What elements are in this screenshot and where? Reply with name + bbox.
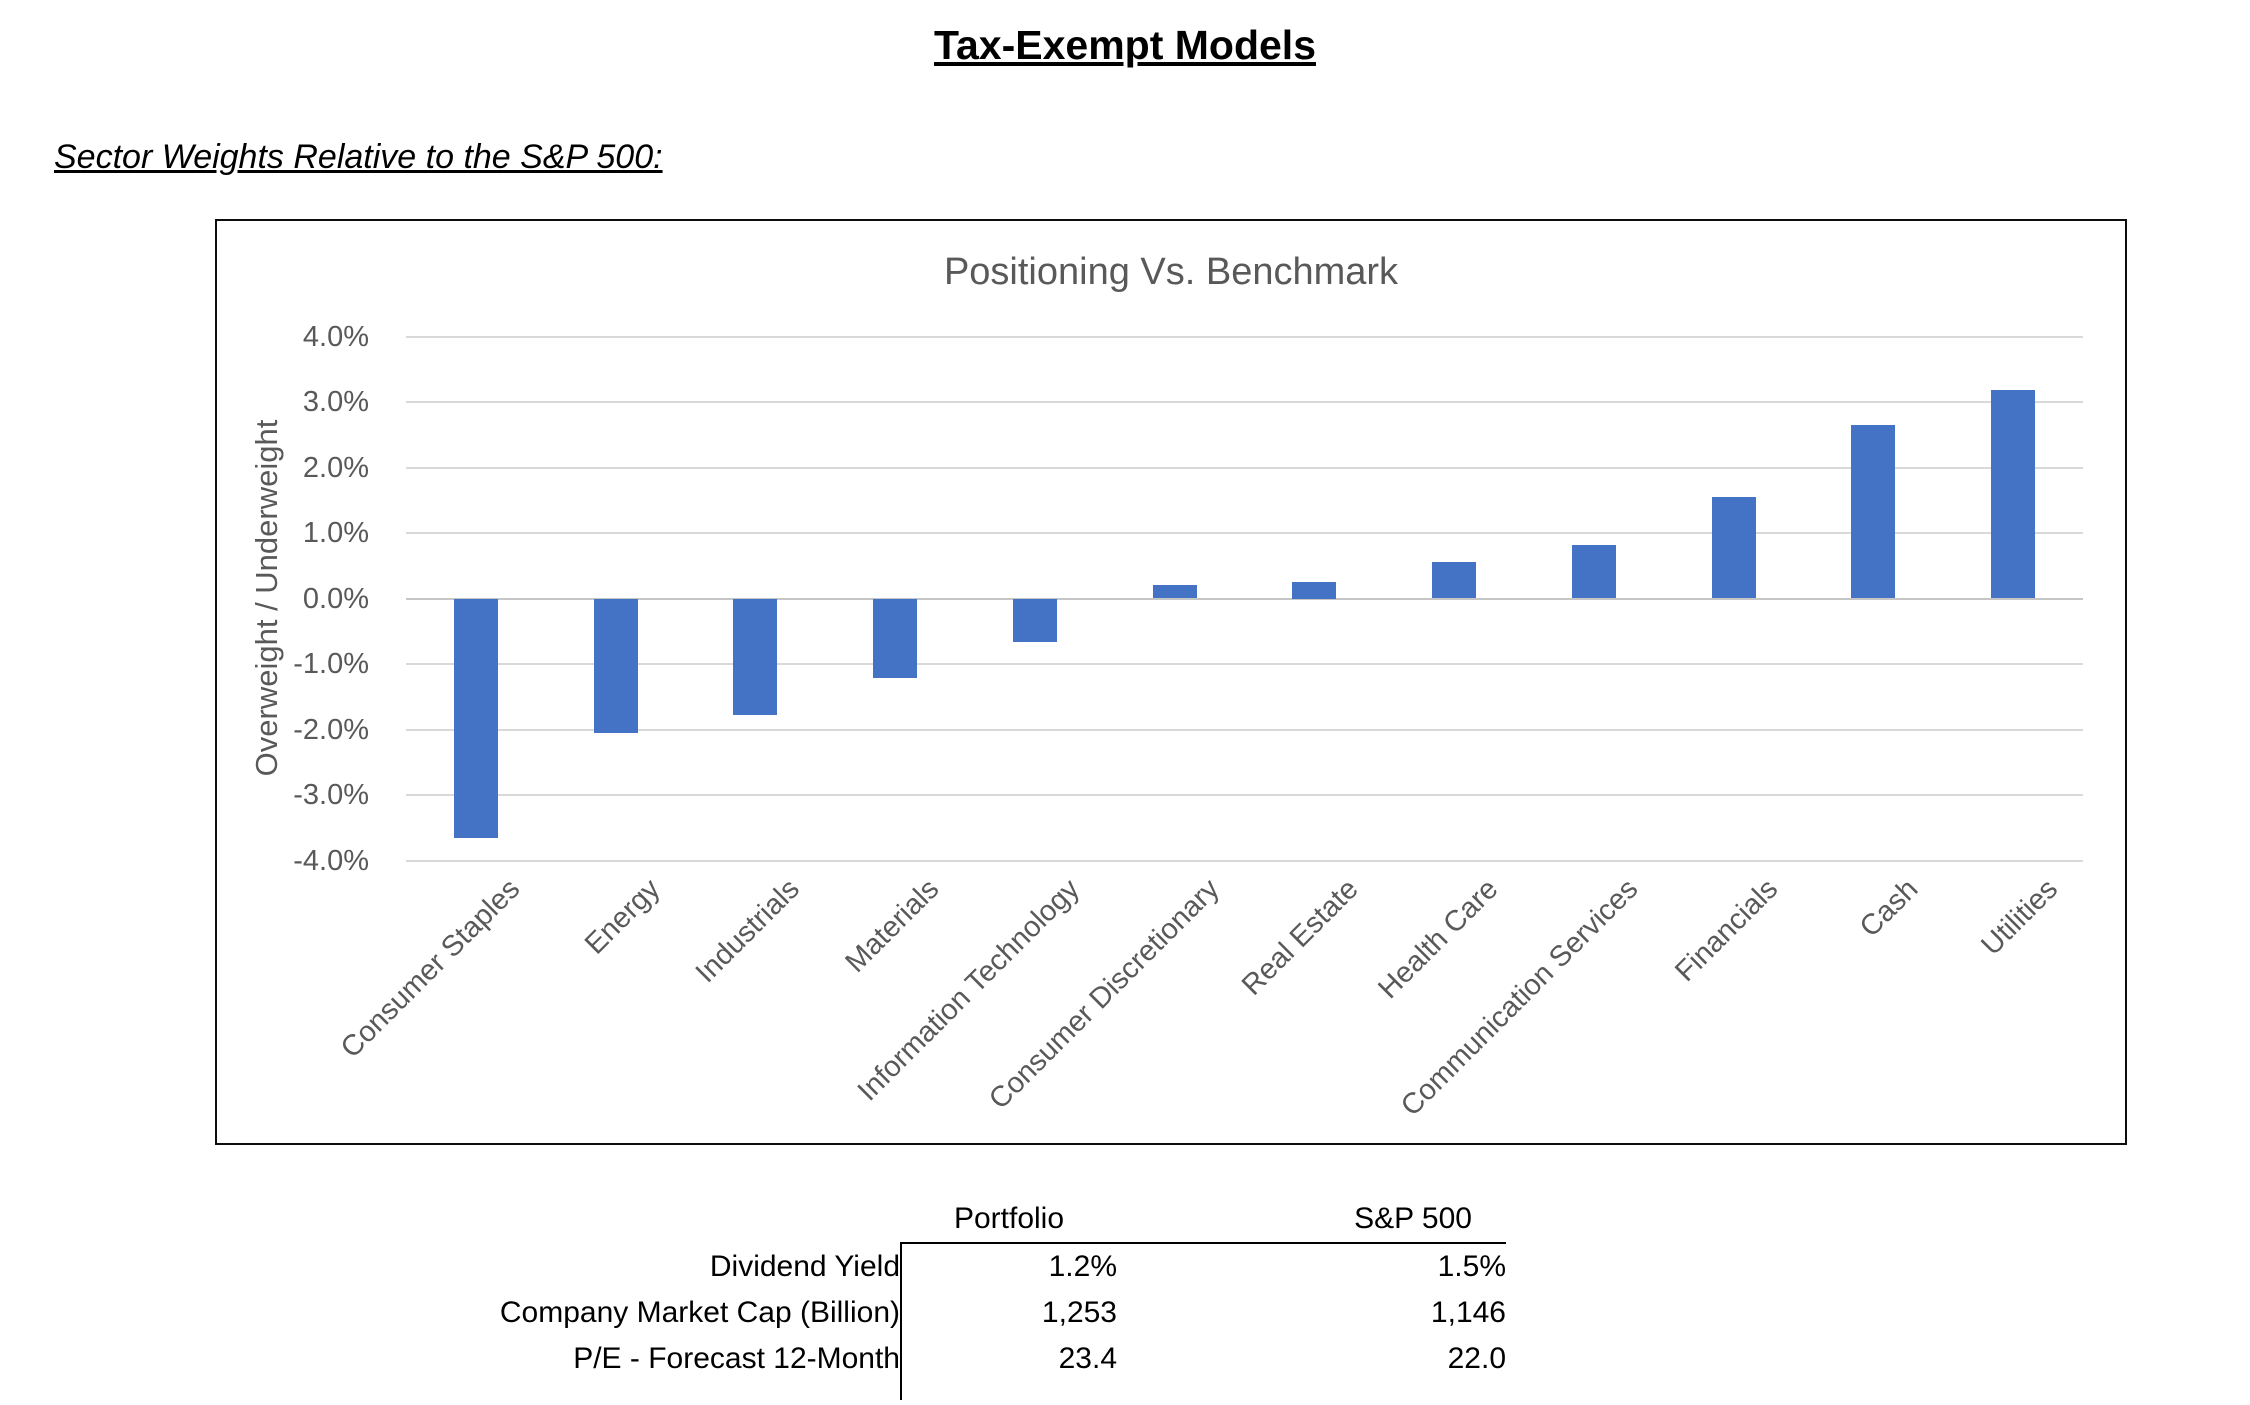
x-axis-label-materials: Materials [839, 873, 946, 979]
chart-title: Positioning Vs. Benchmark [943, 251, 1399, 293]
bar-energy [593, 598, 638, 733]
x-axis-label-financials: Financials [1669, 873, 1785, 988]
x-axis-label-industrials: Industrials [689, 873, 807, 990]
table-divider-extension [435, 1382, 1506, 1400]
gridline-4.0 [406, 335, 2083, 338]
stats-table: Portfolio S&P 500 Dividend Yield 1.2% 1.… [435, 1196, 1506, 1400]
portfolio-value: 1.2% [900, 1243, 1117, 1290]
y-tick-0.0-pct: 0.0% [302, 582, 369, 615]
y-tick--3.0-pct: -3.0% [293, 779, 369, 811]
x-axis-label-communication-services: Communication Services [1395, 873, 1645, 1123]
bar-communication-services [1571, 544, 1616, 599]
y-tick-4.0-pct: 4.0% [302, 320, 369, 353]
bar-real-estate [1292, 582, 1337, 599]
table-corner-cell [435, 1196, 901, 1243]
positioning-chart: Positioning Vs. Benchmark Overweight / U… [215, 219, 2127, 1145]
portfolio-value: 23.4 [900, 1336, 1117, 1382]
x-axis-label-consumer-staples: Consumer Staples [335, 873, 527, 1065]
bar-consumer-staples [453, 598, 498, 838]
column-header-sp500: S&P 500 [1117, 1196, 1506, 1244]
sp500-value: 1.5% [1437, 1250, 1506, 1283]
gridline--1.0 [406, 663, 2083, 665]
bar-cash [1851, 424, 1896, 599]
x-axis-label-health-care: Health Care [1372, 873, 1505, 1006]
y-tick--1.0-pct: -1.0% [293, 648, 369, 680]
bar-materials [873, 598, 918, 679]
table-row: Company Market Cap (Billion) 1,253 1,146 [435, 1290, 1506, 1336]
table-row: P/E - Forecast 12-Month 23.4 22.0 [435, 1336, 1506, 1382]
gridline--3.0 [406, 794, 2083, 796]
gridline--2.0 [406, 728, 2083, 731]
sp500-value: 22.0 [1447, 1342, 1506, 1375]
x-axis-label-utilities: Utilities [1975, 873, 2064, 962]
x-axis-label-consumer-discretionary: Consumer Discretionary [982, 873, 1226, 1116]
y-tick-3.0-pct: 3.0% [302, 386, 369, 418]
x-axis-label-real-estate: Real Estate [1236, 873, 1366, 1002]
x-axis-label-energy: Energy [578, 873, 667, 961]
table-header-row: Portfolio S&P 500 [435, 1196, 1506, 1244]
section-heading: Sector Weights Relative to the S&P 500: [54, 138, 663, 176]
x-axis-label-cash: Cash [1853, 873, 1925, 944]
y-tick--2.0-pct: -2.0% [293, 713, 369, 746]
page-title: Tax-Exempt Models [934, 22, 1316, 68]
row-label: Company Market Cap (Billion) [499, 1296, 900, 1329]
column-header-portfolio: Portfolio [901, 1196, 1117, 1244]
table-row: Dividend Yield 1.2% 1.5% [435, 1243, 1506, 1290]
bar-health-care [1432, 562, 1477, 599]
gridline-2.0 [406, 466, 2083, 469]
bar-financials [1711, 496, 1756, 599]
y-tick-2.0-pct: 2.0% [302, 451, 369, 484]
gridline-3.0 [406, 401, 2083, 403]
sp500-value: 1,146 [1430, 1296, 1506, 1329]
y-tick--4.0-pct: -4.0% [293, 844, 369, 877]
row-label: P/E - Forecast 12-Month [573, 1342, 900, 1375]
y-tick-1.0-pct: 1.0% [302, 517, 369, 549]
bar-industrials [733, 598, 778, 716]
portfolio-value: 1,253 [900, 1290, 1117, 1336]
gridline--4.0 [406, 859, 2083, 862]
bar-consumer-discretionary [1152, 585, 1197, 599]
bar-information-technology [1012, 598, 1057, 643]
gridline-1.0 [406, 532, 2083, 534]
bar-utilities [1991, 390, 2036, 599]
gridline-0.0 [406, 597, 2083, 600]
row-label: Dividend Yield [709, 1249, 900, 1283]
